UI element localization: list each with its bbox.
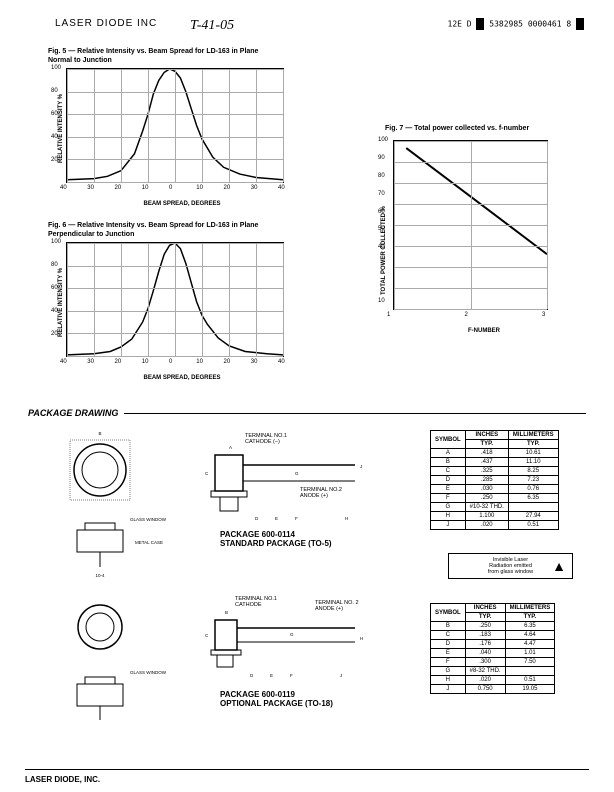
fig6-block: Fig. 6 — Relative Intensity vs. Beam Spr… xyxy=(48,222,298,381)
barcode-block-icon xyxy=(576,18,584,30)
fig5-ylabel: RELATIVE INTENSITY % xyxy=(58,94,64,163)
pkg2-drawing-area: C B D E F J H G TERMINAL NO.1CATHODE TER… xyxy=(55,592,375,747)
svg-text:G: G xyxy=(290,632,294,637)
fig5-caption: Fig. 5 — Relative Intensity vs. Beam Spr… xyxy=(48,48,298,55)
svg-text:A: A xyxy=(229,445,232,450)
svg-text:G: G xyxy=(295,471,299,476)
pkg1-drawing: B 10-4 C A D E F H J G xyxy=(55,425,375,580)
svg-text:D: D xyxy=(255,516,259,521)
svg-text:E: E xyxy=(275,516,278,521)
barcode-text: 12E D 5382985 0000461 8 xyxy=(448,18,584,30)
svg-text:F: F xyxy=(290,673,293,678)
fig7-block: Fig. 7 — Total power collected vs. f-num… xyxy=(365,125,575,334)
barcode-block-icon xyxy=(476,18,484,30)
fig7-ylabel: TOTAL POWER COLLECTED % xyxy=(381,206,387,295)
fig5-block: Fig. 5 — Relative Intensity vs. Beam Spr… xyxy=(48,48,298,207)
fig6-chart: 10080604020 xyxy=(66,242,284,357)
svg-text:D: D xyxy=(250,673,254,678)
pkg2-terminal1: TERMINAL NO.1CATHODE xyxy=(235,596,277,608)
svg-text:10-4: 10-4 xyxy=(95,573,105,578)
dimension-table-2: SYMBOLINCHESMILLIMETERSTYP.TYP.B.2506.35… xyxy=(430,603,555,694)
svg-text:H: H xyxy=(360,636,363,641)
pkg1-subname: STANDARD PACKAGE (TO-5) xyxy=(220,539,332,548)
warning-box: Invisible Laser Radiation emitted from g… xyxy=(448,553,573,579)
table2-container: SYMBOLINCHESMILLIMETERSTYP.TYP.B.2506.35… xyxy=(430,603,555,694)
fig5-xlabel: BEAM SPREAD, DEGREES xyxy=(66,201,298,207)
table1-container: SYMBOLINCHESMILLIMETERSTYP.TYP.A.41810.6… xyxy=(430,430,559,530)
section-header: PACKAGE DRAWING xyxy=(28,408,586,414)
pkg2-name: PACKAGE 600-0119 xyxy=(220,690,333,699)
svg-text:B: B xyxy=(98,431,101,436)
pkg1-metal-case: METAL CASE xyxy=(135,540,163,545)
svg-text:E: E xyxy=(270,673,273,678)
dimension-table-1: SYMBOLINCHESMILLIMETERSTYP.TYP.A.41810.6… xyxy=(430,430,559,530)
fig7-chart: 10090807060504010 xyxy=(393,140,548,310)
fig5-caption-sub: Normal to Junction xyxy=(48,57,298,64)
fig6-caption-sub: Perpendicular to Junction xyxy=(48,231,298,238)
pkg2-terminal2: TERMINAL NO. 2ANODE (+) xyxy=(315,600,359,612)
fig6-ylabel: RELATIVE INTENSITY % xyxy=(58,268,64,337)
warning-arrow-icon: ▲ xyxy=(552,558,566,574)
svg-text:F: F xyxy=(295,516,298,521)
handwritten-code: T-41-05 xyxy=(190,18,234,34)
svg-text:B: B xyxy=(225,610,228,615)
svg-text:H: H xyxy=(345,516,348,521)
pkg1-terminal2: TERMINAL NO.2ANODE (+) xyxy=(300,487,342,499)
fig6-xlabel: BEAM SPREAD, DEGREES xyxy=(66,375,298,381)
fig7-caption: Fig. 7 — Total power collected vs. f-num… xyxy=(385,125,575,132)
pkg2-subname: OPTIONAL PACKAGE (TO-18) xyxy=(220,699,333,708)
footer-line xyxy=(25,769,589,770)
pkg1-terminal1: TERMINAL NO.1CATHODE (−) xyxy=(245,433,287,445)
pkg2-glass-window: GLASS WINDOW xyxy=(130,670,166,675)
fig5-chart: 10080604020 xyxy=(66,68,284,183)
svg-text:J: J xyxy=(360,464,362,469)
svg-text:C: C xyxy=(205,471,209,476)
fig7-xlabel: F-NUMBER xyxy=(393,328,575,334)
svg-text:C: C xyxy=(205,633,209,638)
pkg2-drawing: C B D E F J H G xyxy=(55,592,375,747)
fig6-caption: Fig. 6 — Relative Intensity vs. Beam Spr… xyxy=(48,222,298,229)
svg-text:J: J xyxy=(340,673,342,678)
footer-text: LASER DIODE, INC. xyxy=(25,775,100,784)
pkg1-glass-window: GLASS WINDOW xyxy=(130,517,166,522)
pkg1-drawing-area: B 10-4 C A D E F H J G TERMINAL NO.1CATH… xyxy=(55,425,375,580)
company-name: LASER DIODE INC xyxy=(55,18,157,29)
section-title: PACKAGE DRAWING xyxy=(28,408,124,418)
pkg1-name: PACKAGE 600-0114 xyxy=(220,530,332,539)
